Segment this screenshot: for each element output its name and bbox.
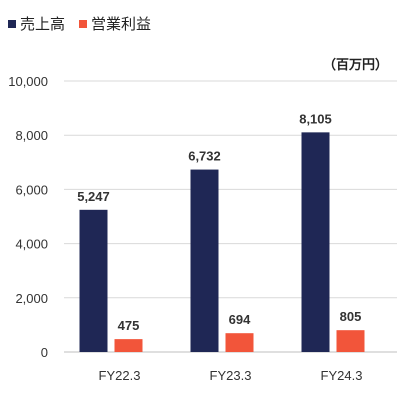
bar-operating-profit <box>225 333 254 352</box>
y-tick-label: 4,000 <box>15 237 48 252</box>
y-tick-label: 8,000 <box>15 128 48 143</box>
bar-sales <box>190 169 219 352</box>
x-tick-label: FY22.3 <box>99 368 141 383</box>
bar-operating-profit <box>114 339 143 352</box>
bar-operating-profit <box>336 330 365 352</box>
legend-swatch-operating-profit <box>79 19 88 28</box>
legend-item-sales: 売上高 <box>8 13 65 34</box>
y-tick-label: 10,000 <box>8 74 48 89</box>
x-tick-label: FY23.3 <box>210 368 252 383</box>
legend-label-sales: 売上高 <box>20 16 66 33</box>
legend-label-operating-profit: 営業利益 <box>91 16 152 33</box>
data-label-operating-profit: 475 <box>118 318 140 333</box>
x-tick-label: FY24.3 <box>321 368 363 383</box>
unit-label: （百万円） <box>322 57 388 72</box>
legend-swatch-sales <box>8 19 16 28</box>
legend-item-operating-profit: 営業利益 <box>79 13 151 34</box>
data-label-sales: 5,247 <box>77 189 110 204</box>
data-label-operating-profit: 694 <box>229 312 251 327</box>
y-tick-label: 0 <box>41 345 48 360</box>
y-tick-label: 2,000 <box>15 291 48 306</box>
bar-sales <box>79 209 108 352</box>
data-label-sales: 8,105 <box>299 111 332 126</box>
y-tick-label: 6,000 <box>15 182 48 197</box>
data-label-operating-profit: 805 <box>340 309 362 324</box>
bar-sales <box>301 132 330 352</box>
legend: 売上高 営業利益 <box>8 13 165 34</box>
data-label-sales: 6,732 <box>188 149 221 164</box>
